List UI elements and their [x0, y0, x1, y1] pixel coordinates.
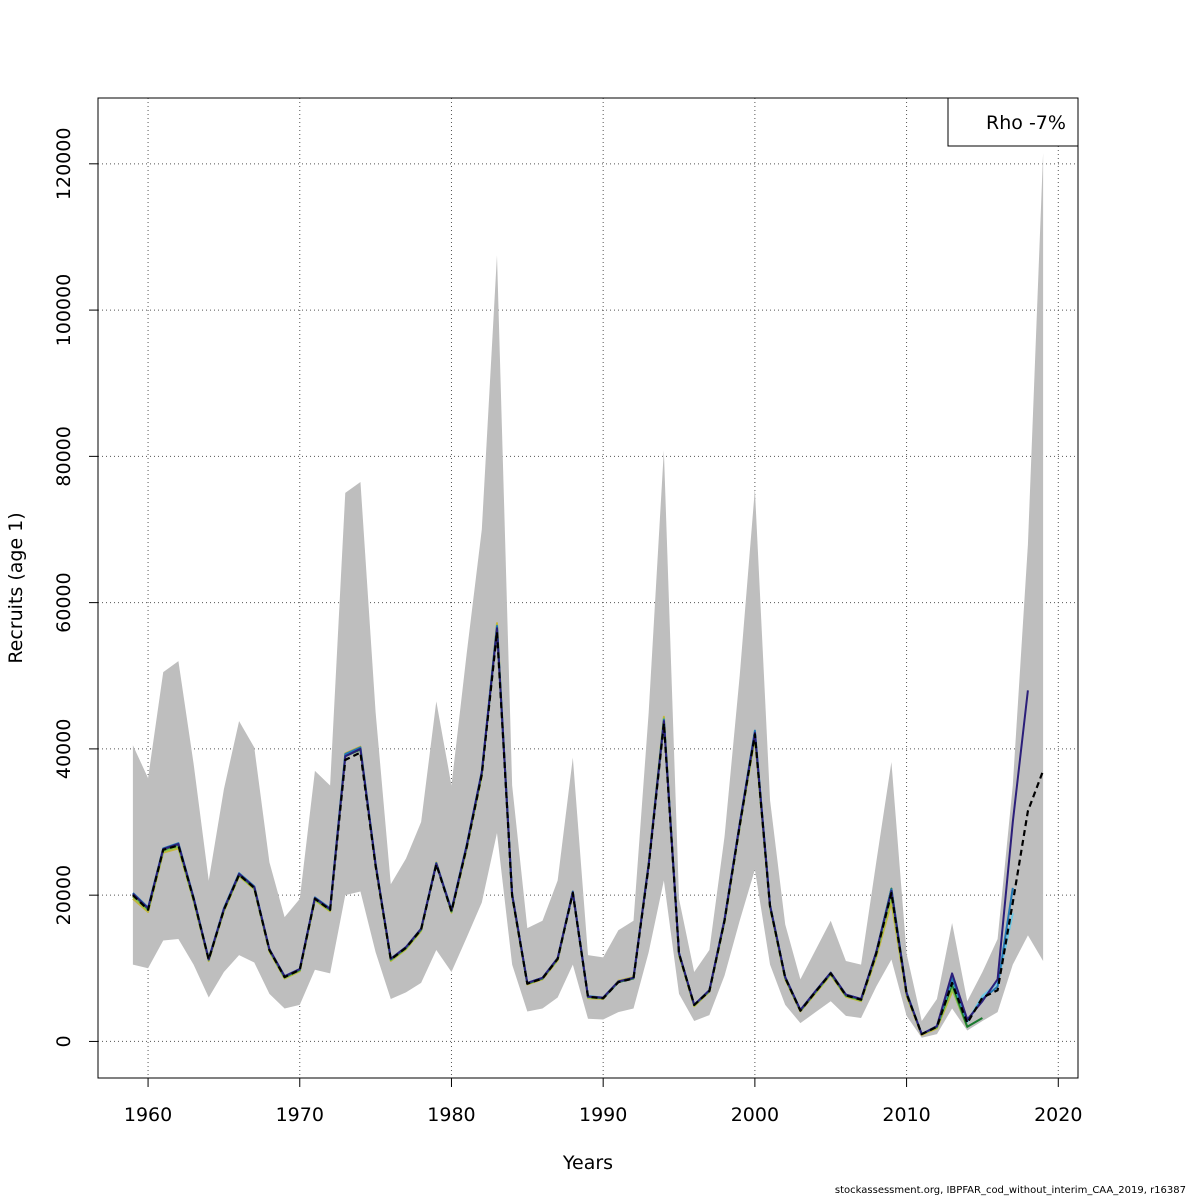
- y-axis: 0 20000 40000 60000 80000 100000 120000: [53, 128, 98, 1047]
- confidence-band-layer: [132, 152, 1044, 1038]
- y-axis-label: Recruits (age 1): [5, 512, 27, 663]
- y-tick-label: 80000: [53, 426, 75, 486]
- x-axis: 1960 1970 1980 1990 2000 2010 2020: [124, 1078, 1082, 1126]
- series-layer: [132, 622, 1045, 1036]
- legend-label: Rho -7%: [986, 112, 1066, 134]
- x-tick-label: 2000: [731, 1104, 779, 1126]
- series-line-0: [132, 630, 1045, 1036]
- x-tick-label: 1960: [124, 1104, 172, 1126]
- footer-credit: stockassessment.org, IBPFAR_cod_without_…: [834, 1185, 1186, 1196]
- y-tick-label: 60000: [53, 572, 75, 632]
- x-tick-label: 1980: [427, 1104, 475, 1126]
- legend-box: [947, 97, 1079, 147]
- y-tick-label: 0: [53, 1035, 75, 1047]
- y-tick-label: 100000: [53, 274, 75, 347]
- plot-frame: [97, 97, 1079, 1079]
- x-tick-label: 1970: [276, 1104, 324, 1126]
- y-tick-label: 120000: [53, 128, 75, 201]
- x-tick-label: 2020: [1034, 1104, 1082, 1126]
- x-tick-label: 2010: [882, 1104, 930, 1126]
- x-tick-label: 1990: [579, 1104, 627, 1126]
- legend: Rho -7%: [947, 97, 1079, 147]
- x-axis-label: Years: [562, 1152, 613, 1174]
- y-tick-label: 20000: [53, 865, 75, 925]
- y-tick-label: 40000: [53, 719, 75, 779]
- confidence-band: [132, 152, 1044, 1038]
